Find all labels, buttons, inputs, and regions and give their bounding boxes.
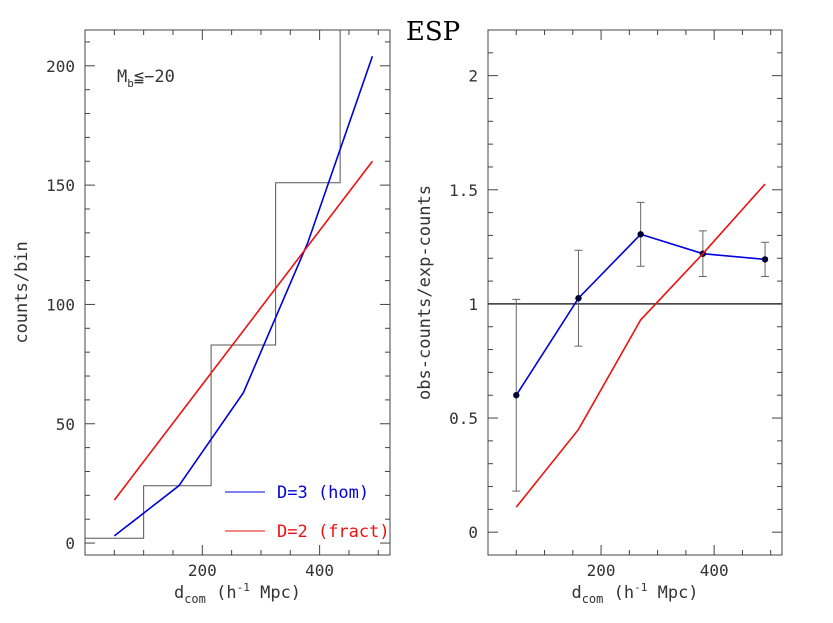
x-label-unit: (h (603, 583, 634, 603)
series-line-fract (113, 160, 374, 501)
x-label-superscript: -1 (237, 581, 250, 594)
x-tick-label: 200 (188, 561, 217, 580)
y-tick-label: 100 (46, 295, 75, 314)
y-tick-label: 1.5 (449, 181, 478, 200)
legend-label: D=3 (hom) (277, 483, 369, 503)
y-axis-label: counts/bin (12, 241, 32, 343)
series-line-fract (515, 183, 766, 508)
y-tick-label: 2 (468, 67, 478, 86)
data-point (761, 256, 769, 263)
x-label-unit-tail: Mpc) (647, 583, 698, 603)
x-label-main: d (571, 583, 581, 603)
x-label-unit-tail: Mpc) (250, 583, 301, 603)
y-axis-label: obs-counts/exp-counts (415, 185, 435, 400)
plot-frame (487, 29, 783, 556)
plot-frame (84, 29, 391, 556)
y-tick-label: 0 (65, 534, 75, 553)
y-tick-label: 1 (468, 295, 478, 314)
x-tick-label: 400 (305, 561, 334, 580)
annotation-condition: ≦−20 (134, 67, 175, 87)
x-axis-label: dcom (h-1 Mpc) (571, 581, 698, 606)
annotation-main: M (117, 67, 127, 87)
data-point (513, 392, 520, 399)
figure-title: ESP (406, 17, 460, 47)
y-tick-label: 0 (468, 523, 478, 542)
data-point (637, 231, 644, 238)
x-label-superscript: -1 (634, 581, 647, 594)
y-tick-label: 200 (46, 57, 75, 76)
x-label-subscript: com (582, 592, 604, 606)
x-tick-label: 400 (700, 561, 729, 580)
x-label-unit: (h (206, 583, 237, 603)
y-tick-label: 150 (46, 176, 75, 195)
histogram-steps (85, 30, 390, 539)
data-point (575, 295, 582, 302)
annotation-subscript: b (127, 77, 134, 90)
series-line-hom (113, 55, 374, 537)
y-tick-label: 0.5 (449, 409, 478, 428)
y-tick-label: 50 (56, 415, 75, 434)
x-label-subscript: com (184, 592, 206, 606)
x-tick-label: 200 (587, 561, 616, 580)
magnitude-annotation: Mb≦−20 (117, 67, 175, 90)
right-panel: 200 400 0 0.5 1 1.5 2 dcom (h-1 Mpc) obs-counts/… (415, 29, 783, 606)
legend-label: D=2 (fract) (277, 522, 390, 542)
x-axis-label: dcom (h-1 Mpc) (174, 581, 301, 606)
x-label-main: d (174, 583, 184, 603)
